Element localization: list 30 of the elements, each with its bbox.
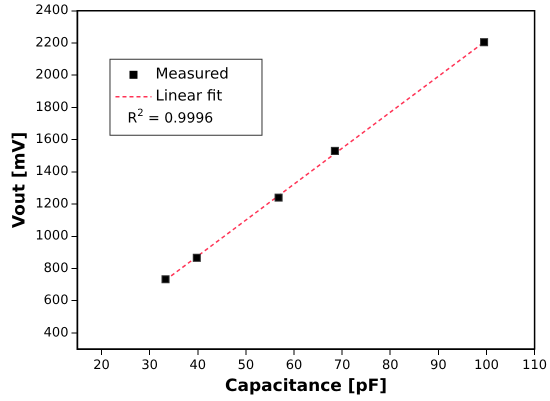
y-tick-label: 2400 <box>35 3 68 18</box>
y-tick-label: 1000 <box>35 228 68 244</box>
point <box>162 275 170 284</box>
legend-label: Measured <box>155 64 229 83</box>
x-tick-label: 60 <box>286 358 302 374</box>
y-tick-label: 2200 <box>35 35 68 50</box>
y-tick-label: 2000 <box>35 68 68 83</box>
y-tick-label: 1400 <box>35 164 68 180</box>
y-axis-title: Vout [mV] <box>10 132 30 228</box>
y-tick-label: 400 <box>44 325 68 340</box>
x-tick-label: 110 <box>522 358 548 374</box>
x-tick-label: 50 <box>238 358 254 374</box>
point <box>192 254 201 262</box>
x-tick-label: 80 <box>382 358 399 374</box>
point <box>274 194 283 202</box>
y-tick-label: 1600 <box>35 132 68 148</box>
x-tick-label: 40 <box>190 358 206 374</box>
point <box>330 146 339 155</box>
y-tick-label: 600 <box>44 293 68 308</box>
x-tick-label: 90 <box>430 358 447 374</box>
y-tick-label: 1200 <box>35 196 68 212</box>
y-tick-label: 800 <box>44 260 68 276</box>
legend-label: Linear fit <box>155 86 222 105</box>
point <box>480 38 488 46</box>
x-tick-label: 20 <box>93 358 110 374</box>
x-tick-label: 100 <box>474 358 499 374</box>
x-tick-label: 30 <box>141 358 158 374</box>
x-axis-title: Capacitance [pF] <box>225 376 388 396</box>
x-tick-label: 70 <box>334 358 350 374</box>
y-tick-label: 1800 <box>35 100 68 115</box>
